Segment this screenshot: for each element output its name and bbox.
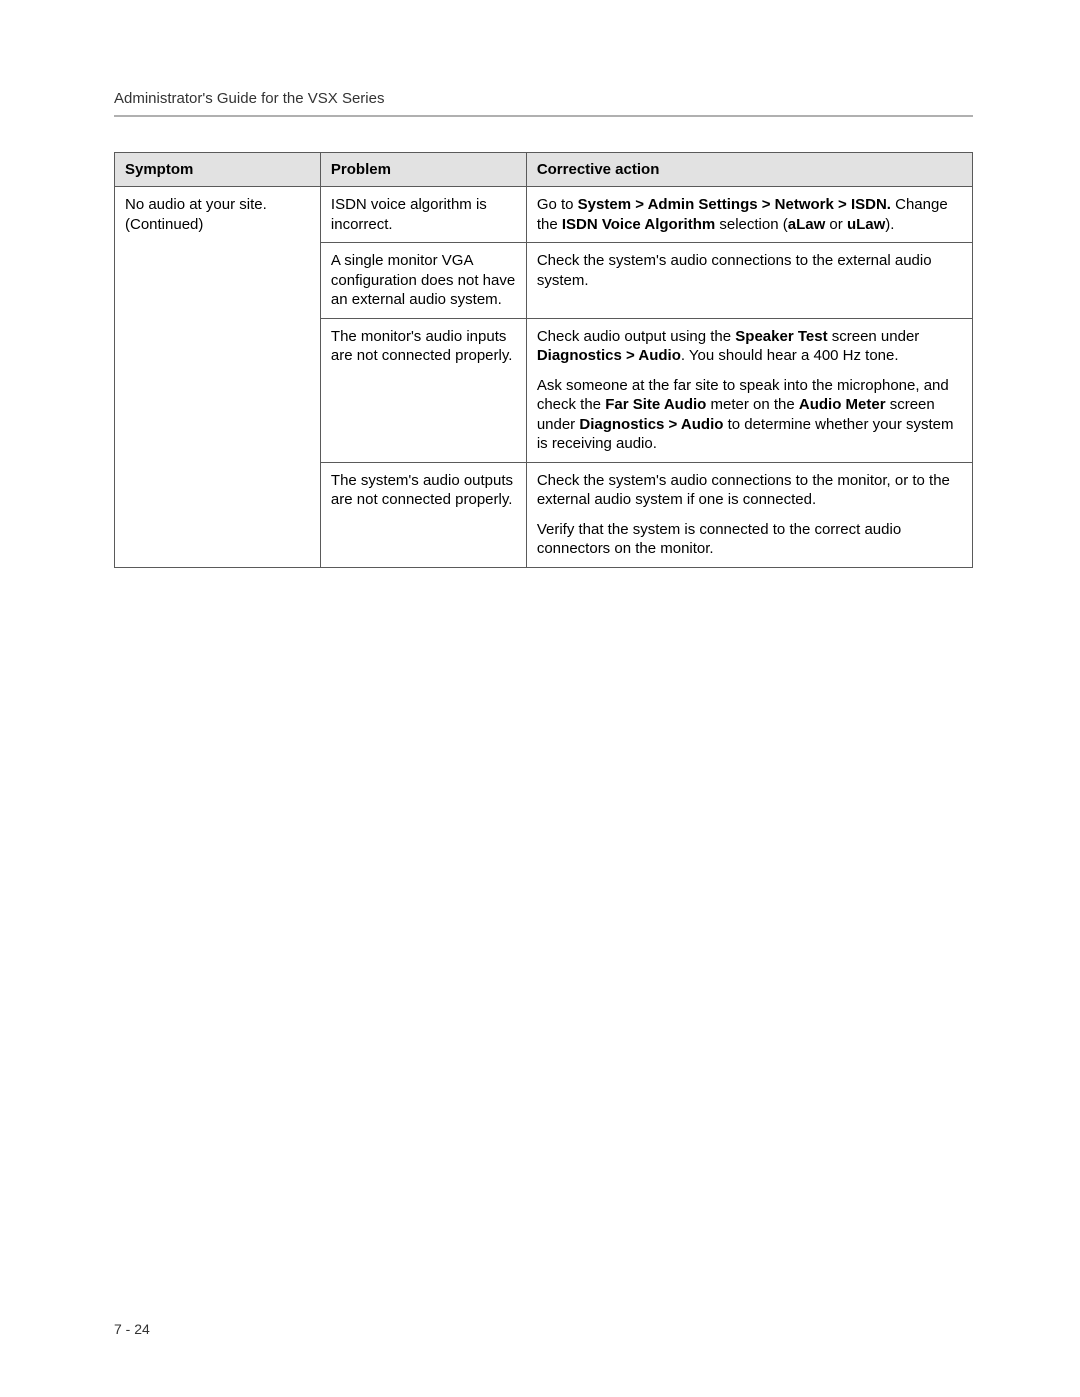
bold-text: System > Admin Settings > Network > ISDN… xyxy=(578,196,891,213)
symptom-line2: (Continued) xyxy=(125,216,203,233)
symptom-cell: No audio at your site. (Continued) xyxy=(115,187,321,568)
troubleshooting-table: Symptom Problem Corrective action No aud… xyxy=(114,152,973,568)
bold-text: Audio Meter xyxy=(799,396,886,413)
plain-text: Check the system's audio connections to … xyxy=(537,472,950,509)
corrective-paragraph: Verify that the system is connected to t… xyxy=(537,520,962,559)
plain-text: Check audio output using the xyxy=(537,328,735,345)
plain-text: screen under xyxy=(828,328,920,345)
problem-cell: The monitor's audio inputs are not conne… xyxy=(320,318,526,462)
plain-text: Go to xyxy=(537,196,578,213)
header-rule xyxy=(114,115,973,117)
plain-text: or xyxy=(825,216,847,233)
problem-cell: ISDN voice algorithm is incorrect. xyxy=(320,187,526,243)
symptom-line1: No audio at your site. xyxy=(125,196,267,213)
corrective-cell: Check the system's audio connections to … xyxy=(526,462,972,567)
bold-text: uLaw xyxy=(847,216,885,233)
corrective-paragraph: Go to System > Admin Settings > Network … xyxy=(537,195,962,234)
table-row: No audio at your site. (Continued) ISDN … xyxy=(115,187,973,243)
bold-text: aLaw xyxy=(788,216,826,233)
col-header-problem: Problem xyxy=(320,153,526,187)
corrective-paragraph: Check the system's audio connections to … xyxy=(537,471,962,510)
plain-text: meter on the xyxy=(706,396,799,413)
plain-text: ). xyxy=(885,216,894,233)
corrective-cell: Check the system's audio connections to … xyxy=(526,243,972,319)
corrective-cell: Go to System > Admin Settings > Network … xyxy=(526,187,972,243)
running-header: Administrator's Guide for the VSX Series xyxy=(114,90,973,107)
corrective-cell: Check audio output using the Speaker Tes… xyxy=(526,318,972,462)
table-header-row: Symptom Problem Corrective action xyxy=(115,153,973,187)
problem-cell: The system's audio outputs are not conne… xyxy=(320,462,526,567)
corrective-paragraph: Ask someone at the far site to speak int… xyxy=(537,376,962,454)
plain-text: selection ( xyxy=(715,216,788,233)
bold-text: Diagnostics > Audio xyxy=(579,416,723,433)
bold-text: Speaker Test xyxy=(735,328,827,345)
document-page: Administrator's Guide for the VSX Series… xyxy=(0,0,1080,1397)
bold-text: Far Site Audio xyxy=(605,396,706,413)
col-header-corrective: Corrective action xyxy=(526,153,972,187)
bold-text: Diagnostics > Audio xyxy=(537,347,681,364)
page-number: 7 - 24 xyxy=(114,1321,150,1337)
problem-cell: A single monitor VGA configuration does … xyxy=(320,243,526,319)
plain-text: Check the system's audio connections to … xyxy=(537,252,932,289)
plain-text: . You should hear a 400 Hz tone. xyxy=(681,347,899,364)
plain-text: Verify that the system is connected to t… xyxy=(537,521,901,558)
bold-text: ISDN Voice Algorithm xyxy=(562,216,715,233)
corrective-paragraph: Check audio output using the Speaker Tes… xyxy=(537,327,962,366)
col-header-symptom: Symptom xyxy=(115,153,321,187)
corrective-paragraph: Check the system's audio connections to … xyxy=(537,251,962,290)
